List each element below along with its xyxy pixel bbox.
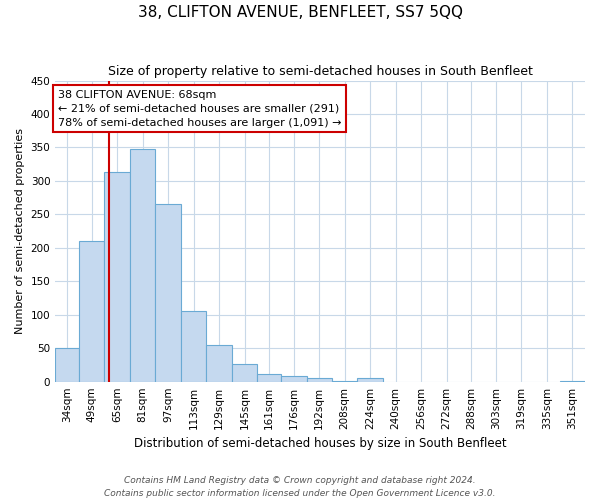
Bar: [257, 374, 281, 382]
Title: Size of property relative to semi-detached houses in South Benfleet: Size of property relative to semi-detach…: [107, 65, 533, 78]
Bar: [155, 204, 181, 382]
Bar: [281, 376, 307, 382]
Bar: [332, 381, 358, 382]
Bar: [358, 378, 383, 382]
Bar: [232, 364, 257, 382]
Text: Contains HM Land Registry data © Crown copyright and database right 2024.
Contai: Contains HM Land Registry data © Crown c…: [104, 476, 496, 498]
Y-axis label: Number of semi-detached properties: Number of semi-detached properties: [15, 128, 25, 334]
Bar: [79, 241, 104, 382]
Bar: [307, 378, 332, 382]
Bar: [55, 348, 79, 382]
X-axis label: Distribution of semi-detached houses by size in South Benfleet: Distribution of semi-detached houses by …: [134, 437, 506, 450]
Bar: [130, 150, 155, 382]
Bar: [560, 381, 585, 382]
Text: 38, CLIFTON AVENUE, BENFLEET, SS7 5QQ: 38, CLIFTON AVENUE, BENFLEET, SS7 5QQ: [137, 5, 463, 20]
Bar: [206, 345, 232, 382]
Bar: [181, 312, 206, 382]
Text: 38 CLIFTON AVENUE: 68sqm
← 21% of semi-detached houses are smaller (291)
78% of : 38 CLIFTON AVENUE: 68sqm ← 21% of semi-d…: [58, 90, 341, 128]
Bar: [104, 172, 130, 382]
